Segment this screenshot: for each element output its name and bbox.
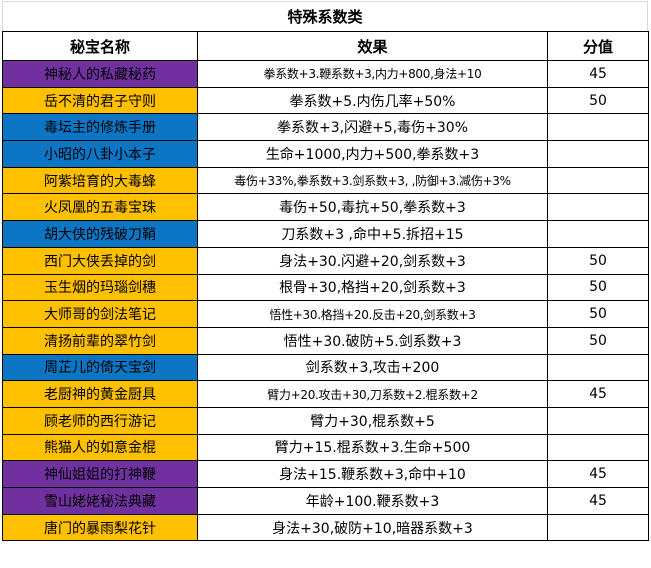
score-cell: 45 (547, 60, 649, 88)
score-cell: 50 (547, 86, 649, 115)
score-cell (547, 353, 649, 382)
treasure-name-cell: 顾老师的西行游记 (2, 406, 198, 435)
treasure-name-cell: 西门大侠丢掉的剑 (2, 246, 198, 275)
header-treasure-name: 秘宝名称 (2, 31, 198, 61)
effect-cell: 生命+1000,内力+500,拳系数+3 (197, 140, 548, 168)
effect-cell: 剑系数+3,攻击+200 (197, 353, 548, 382)
effect-cell: 臂力+15.棍系数+3.生命+500 (197, 433, 548, 462)
table-row: 雪山姥姥秘法典藏 年龄+100.鞭系数+3 45 (2, 487, 649, 515)
treasure-name-cell: 老厨神的黄金厨具 (2, 380, 198, 408)
table-row: 老厨神的黄金厨具 臂力+20.攻击+30,刀系数+2.棍系数+2 45 (2, 380, 649, 408)
score-cell (547, 513, 649, 542)
score-cell: 50 (547, 300, 649, 328)
spreadsheet-area: 特殊系数类 秘宝名称 效果 分值 神秘人的私藏秘药 拳系数+3.鞭系数+3,内力+… (2, 1, 649, 542)
table-row: 顾老师的西行游记 臂力+30,棍系数+5 (2, 406, 649, 435)
treasure-name-cell: 小昭的八卦小本子 (2, 140, 198, 168)
table-title: 特殊系数类 (2, 1, 648, 31)
effect-cell: 拳系数+3.鞭系数+3,内力+800,身法+10 (197, 60, 548, 88)
table-row: 火凤凰的五毒宝珠 毒伤+50,毒抗+50,拳系数+3 (2, 193, 649, 222)
effect-cell: 毒伤+33%,拳系数+3.剑系数+3, ,防御+3.减伤+3% (197, 166, 548, 195)
effect-cell: 臂力+30,棍系数+5 (197, 406, 548, 435)
effect-cell: 刀系数+3 ,命中+5.拆招+15 (197, 220, 548, 248)
score-cell (547, 220, 649, 248)
score-cell: 50 (547, 246, 649, 275)
treasure-name-cell: 火凤凰的五毒宝珠 (2, 193, 198, 222)
score-cell (547, 406, 649, 435)
score-cell (547, 193, 649, 222)
treasure-name-cell: 岳不清的君子守则 (2, 86, 198, 115)
table-row: 周芷儿的倚天宝剑 剑系数+3,攻击+200 (2, 353, 649, 382)
header-score: 分值 (547, 31, 649, 61)
score-cell (547, 140, 649, 168)
score-cell: 50 (547, 326, 649, 355)
treasure-name-cell: 唐门的暴雨梨花针 (2, 513, 198, 542)
treasure-name-cell: 阿紫培育的大毒蜂 (2, 166, 198, 195)
table-row: 胡大侠的残破刀鞘 刀系数+3 ,命中+5.拆招+15 (2, 220, 649, 248)
effect-cell: 悟性+30.破防+5.剑系数+3 (197, 326, 548, 355)
table-row: 清扬前辈的翠竹剑 悟性+30.破防+5.剑系数+3 50 (2, 326, 649, 355)
treasure-name-cell: 毒坛主的修炼手册 (2, 113, 198, 142)
score-cell (547, 433, 649, 462)
table-row: 神仙姐姐的打神鞭 身法+15.鞭系数+3,命中+10 45 (2, 460, 649, 488)
score-cell: 45 (547, 487, 649, 515)
treasure-name-cell: 胡大侠的残破刀鞘 (2, 220, 198, 248)
score-cell (547, 166, 649, 195)
treasure-name-cell: 大师哥的剑法笔记 (2, 300, 198, 328)
treasure-name-cell: 神秘人的私藏秘药 (2, 60, 198, 88)
table-row: 毒坛主的修炼手册 拳系数+3,闪避+5,毒伤+30% (2, 113, 649, 142)
treasure-name-cell: 清扬前辈的翠竹剑 (2, 326, 198, 355)
treasure-name-cell: 玉生烟的玛瑙剑穗 (2, 273, 198, 302)
header-effect: 效果 (197, 31, 548, 61)
effect-cell: 年龄+100.鞭系数+3 (197, 487, 548, 515)
score-cell: 45 (547, 460, 649, 488)
score-cell: 45 (547, 380, 649, 408)
effect-cell: 臂力+20.攻击+30,刀系数+2.棍系数+2 (197, 380, 548, 408)
table-header-row: 秘宝名称 效果 分值 (2, 31, 649, 61)
effect-cell: 根骨+30,格挡+20,剑系数+3 (197, 273, 548, 302)
table-row: 大师哥的剑法笔记 悟性+30.格挡+20.反击+20,剑系数+3 50 (2, 300, 649, 328)
table-row: 阿紫培育的大毒蜂 毒伤+33%,拳系数+3.剑系数+3, ,防御+3.减伤+3% (2, 166, 649, 195)
treasure-name-cell: 周芷儿的倚天宝剑 (2, 353, 198, 382)
table-row: 熊猫人的如意金棍 臂力+15.棍系数+3.生命+500 (2, 433, 649, 462)
effect-cell: 拳系数+5.内伤几率+50% (197, 86, 548, 115)
table-row: 岳不清的君子守则 拳系数+5.内伤几率+50% 50 (2, 86, 649, 115)
effect-cell: 毒伤+50,毒抗+50,拳系数+3 (197, 193, 548, 222)
effect-cell: 悟性+30.格挡+20.反击+20,剑系数+3 (197, 300, 548, 328)
effect-cell: 拳系数+3,闪避+5,毒伤+30% (197, 113, 548, 142)
treasure-table-body: 神秘人的私藏秘药 拳系数+3.鞭系数+3,内力+800,身法+10 45 岳不清的君子… (2, 60, 649, 542)
effect-cell: 身法+30,破防+10,暗器系数+3 (197, 513, 548, 542)
table-row: 西门大侠丢掉的剑 身法+30.闪避+20,剑系数+3 50 (2, 246, 649, 275)
effect-cell: 身法+15.鞭系数+3,命中+10 (197, 460, 548, 488)
table-row: 唐门的暴雨梨花针 身法+30,破防+10,暗器系数+3 (2, 513, 649, 542)
score-cell: 50 (547, 273, 649, 302)
treasure-name-cell: 神仙姐姐的打神鞭 (2, 460, 198, 488)
treasure-name-cell: 雪山姥姥秘法典藏 (2, 487, 198, 515)
table-row: 小昭的八卦小本子 生命+1000,内力+500,拳系数+3 (2, 140, 649, 168)
table-row: 玉生烟的玛瑙剑穗 根骨+30,格挡+20,剑系数+3 50 (2, 273, 649, 302)
effect-cell: 身法+30.闪避+20,剑系数+3 (197, 246, 548, 275)
score-cell (547, 113, 649, 142)
treasure-name-cell: 熊猫人的如意金棍 (2, 433, 198, 462)
table-row: 神秘人的私藏秘药 拳系数+3.鞭系数+3,内力+800,身法+10 45 (2, 60, 649, 88)
treasure-table: 秘宝名称 效果 分值 神秘人的私藏秘药 拳系数+3.鞭系数+3,内力+800,身法… (2, 31, 649, 542)
